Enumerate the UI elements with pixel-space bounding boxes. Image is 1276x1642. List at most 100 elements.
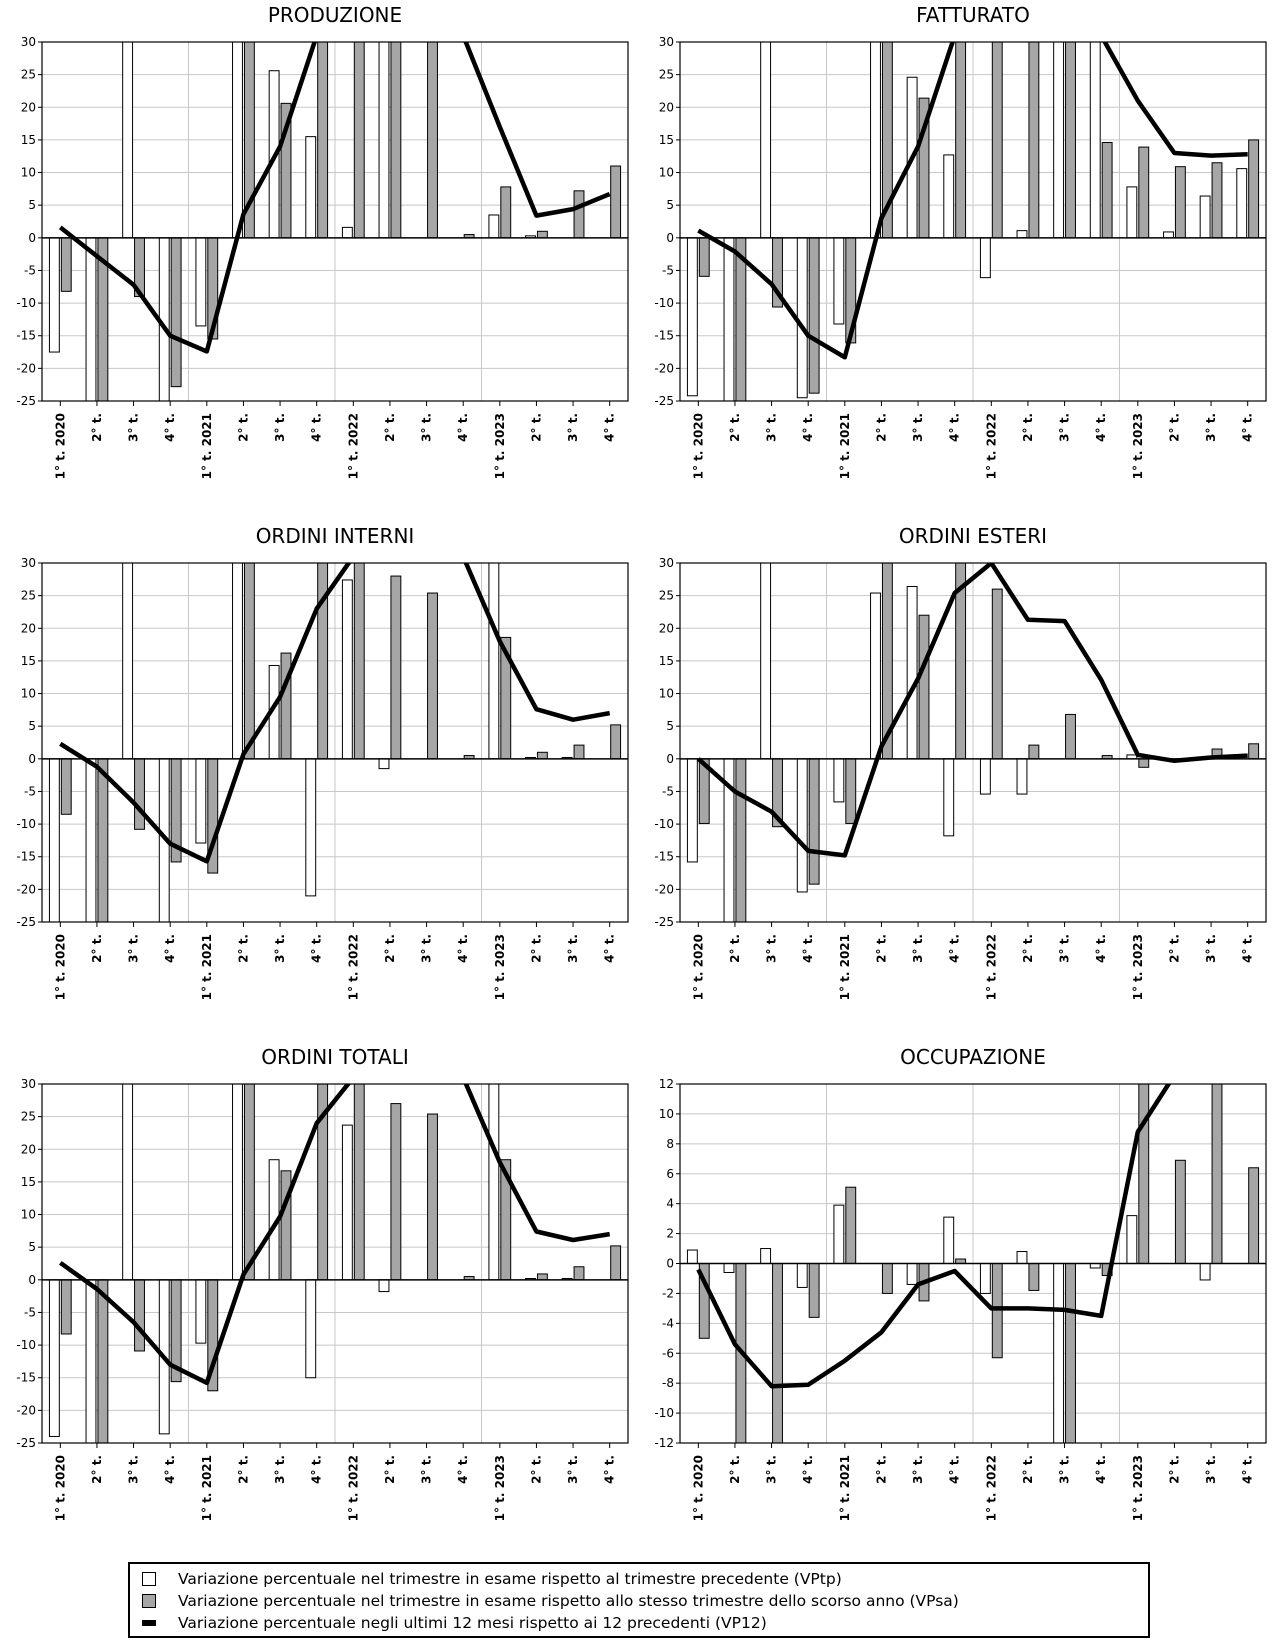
x-tick-label: 3° t. [1204, 413, 1218, 442]
x-tick-label: 1° t. 2021 [838, 413, 852, 479]
y-tick-label: -4 [662, 1316, 674, 1330]
x-tick-label: 4° t. [1094, 934, 1108, 963]
x-tick-label: 3° t. [1058, 934, 1072, 963]
y-tick-label: -20 [654, 361, 674, 375]
bar-vpsa [243, 1084, 255, 1281]
bar-vpsa [390, 42, 402, 239]
x-tick-label: 2° t. [1021, 413, 1035, 442]
bar-vpsa [317, 1084, 329, 1281]
bar-vpsa [1174, 166, 1186, 239]
bar-vptp [760, 563, 772, 760]
y-tick-label: -15 [16, 329, 36, 343]
x-tick-label: 4° t. [456, 1455, 470, 1484]
series-line-vp12 [463, 563, 611, 722]
y-tick-label: 10 [21, 1208, 36, 1222]
x-tick-label: 1° t. 2023 [493, 1455, 507, 1521]
bar-vpsa [134, 758, 145, 830]
x-tick-label: 3° t. [566, 1455, 580, 1484]
bar-vptp [195, 237, 207, 327]
bar-vpsa [845, 1186, 857, 1265]
x-tick-label: 1° t. 2022 [984, 934, 998, 1000]
bar-vpsa [536, 751, 548, 760]
y-tick-label: -20 [654, 882, 674, 896]
bar-vptp [341, 1124, 353, 1281]
bar-vptp [378, 1279, 390, 1293]
bar-vptp [305, 136, 317, 239]
y-tick-label: 30 [21, 556, 36, 570]
legend-swatch-gray [142, 1594, 156, 1608]
bar-vpsa [735, 1263, 747, 1443]
chart-1: FATTURATO -25 -20 -15 -10 -5 0 5 10 15 20 25 30 1° t.… [654, 3, 1267, 479]
x-tick-label: 4° t. [310, 413, 324, 442]
y-tick-label: -12 [654, 1436, 674, 1450]
x-tick-label: 1° t. 2021 [200, 413, 214, 479]
x-tick-label: 4° t. [603, 413, 617, 442]
y-tick-label: -20 [16, 361, 36, 375]
bar-vptp [1199, 195, 1211, 239]
chart-title: OCCUPAZIONE [900, 1045, 1046, 1069]
bar-vpsa [955, 42, 967, 239]
x-tick-label: 2° t. [90, 1455, 104, 1484]
bar-vptp [870, 42, 881, 239]
y-tick-label: 25 [659, 68, 674, 82]
y-tick-label: 5 [28, 719, 36, 733]
bar-vpsa [243, 563, 255, 760]
y-tick-label: 15 [21, 1175, 36, 1189]
bar-vptp [723, 1263, 735, 1273]
legend-label-vptp: Variazione percentuale nel trimestre in … [178, 1570, 842, 1588]
y-tick-label: 20 [21, 621, 36, 635]
bar-vptp [305, 1279, 317, 1379]
y-tick-label: 2 [666, 1227, 674, 1241]
bar-vptp [232, 1084, 243, 1281]
bar-vptp [488, 1084, 500, 1281]
bar-vptp [1016, 758, 1028, 795]
y-tick-label: 30 [659, 556, 674, 570]
y-tick-label: 20 [659, 621, 674, 635]
bar-vpsa [573, 190, 585, 239]
bar-vpsa [170, 237, 182, 388]
bar-vptp [378, 758, 390, 770]
x-tick-label: 1° t. 2022 [346, 934, 360, 1000]
bar-vpsa [1138, 146, 1150, 239]
x-tick-label: 1° t. 2022 [346, 413, 360, 479]
bar-vptp [833, 1204, 845, 1264]
bar-vpsa [60, 758, 72, 815]
bar-vpsa [427, 592, 438, 760]
bar-vptp [48, 758, 60, 922]
x-tick-label: 2° t. [1167, 934, 1181, 963]
bar-vptp [488, 214, 500, 239]
x-tick-label: 3° t. [566, 934, 580, 963]
bar-vptp [760, 1248, 772, 1264]
bar-vpsa [808, 1263, 820, 1318]
y-tick-label: -25 [16, 394, 36, 408]
bar-vptp [1053, 42, 1065, 239]
x-tick-label: 4° t. [948, 413, 962, 442]
x-tick-label: 3° t. [1058, 1455, 1072, 1484]
y-tick-label: -15 [654, 850, 674, 864]
x-tick-label: 2° t. [728, 934, 742, 963]
series-line-vp12 [463, 1084, 611, 1243]
x-tick-label: 3° t. [765, 934, 779, 963]
bar-vptp [796, 237, 808, 399]
bar-vptp [686, 1249, 698, 1264]
y-tick-label: -25 [654, 915, 674, 929]
x-tick-label: 4° t. [801, 1455, 815, 1484]
x-tick-label: 2° t. [728, 1455, 742, 1484]
series-line-vp12 [696, 1084, 1172, 1389]
bar-vptp [48, 237, 60, 353]
bar-vpsa [353, 563, 365, 760]
bar-vptp [122, 1084, 134, 1281]
x-tick-label: 1° t. 2021 [838, 1455, 852, 1521]
x-tick-label: 1° t. 2023 [493, 934, 507, 1000]
chart-4: ORDINI TOTALI -25 -20 -15 -10 -5 0 5 10 15 20 25 30 1… [16, 1045, 629, 1521]
bar-vptp [979, 1263, 991, 1294]
legend-item-vpsa: Variazione percentuale nel trimestre in … [142, 1590, 1148, 1612]
x-tick-label: 3° t. [420, 413, 434, 442]
bar-vpsa [1138, 1084, 1150, 1264]
bar-vpsa [918, 614, 930, 760]
bar-vptp [195, 1279, 207, 1344]
bar-vptp [85, 237, 97, 401]
y-tick-label: -8 [662, 1376, 674, 1390]
x-tick-label: 4° t. [310, 1455, 324, 1484]
bar-vpsa [536, 1273, 548, 1281]
